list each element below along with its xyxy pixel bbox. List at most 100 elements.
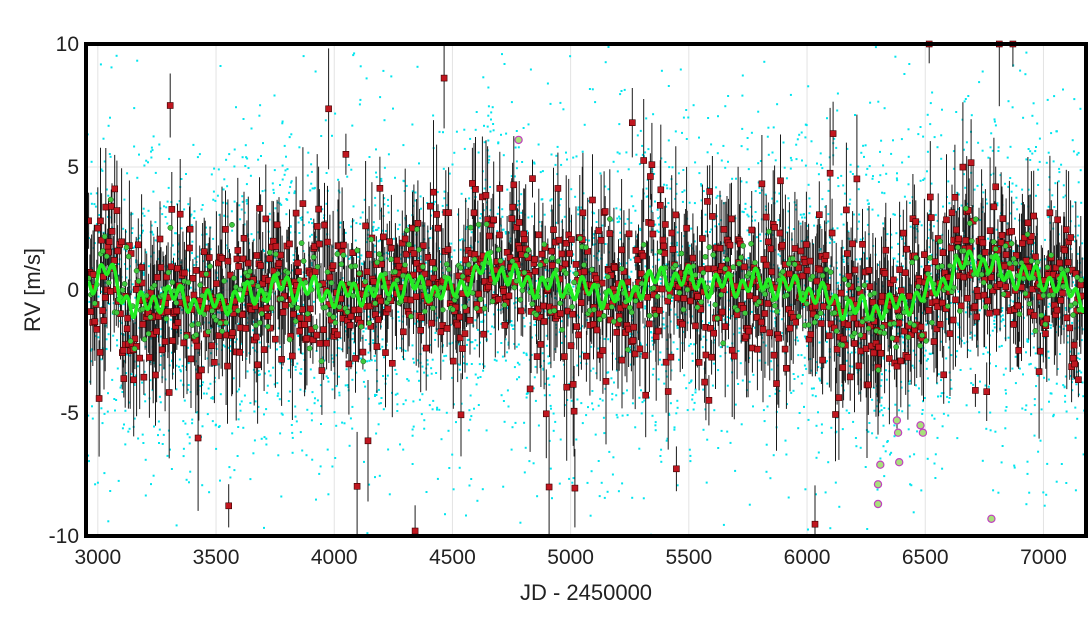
raw-point	[461, 193, 463, 195]
raw-point	[682, 169, 684, 171]
raw-point	[1001, 307, 1003, 309]
raw-point	[1029, 150, 1031, 152]
raw-point	[147, 161, 149, 163]
raw-point	[308, 221, 310, 223]
raw-point	[392, 108, 394, 110]
raw-point	[437, 478, 439, 480]
raw-point	[277, 395, 279, 397]
raw-point	[727, 95, 729, 97]
raw-point	[327, 377, 329, 379]
raw-point	[652, 113, 654, 115]
raw-point	[702, 389, 704, 391]
raw-point	[500, 134, 502, 136]
raw-point	[233, 469, 235, 471]
raw-point	[429, 404, 431, 406]
raw-point	[259, 341, 261, 343]
raw-point	[515, 422, 517, 424]
raw-point	[804, 365, 806, 367]
raw-point	[375, 148, 377, 150]
raw-point	[970, 368, 972, 370]
raw-point	[1076, 154, 1078, 156]
raw-point	[320, 465, 322, 467]
raw-point	[1048, 206, 1050, 208]
raw-point	[1056, 481, 1058, 483]
raw-point	[503, 400, 505, 402]
raw-point	[1063, 196, 1065, 198]
raw-point	[387, 375, 389, 377]
raw-point	[790, 392, 792, 394]
raw-point	[294, 406, 296, 408]
raw-point	[593, 212, 595, 214]
raw-point	[383, 408, 385, 410]
raw-point	[402, 449, 404, 451]
raw-point	[689, 455, 691, 457]
raw-point	[690, 228, 692, 230]
raw-point	[1047, 351, 1049, 353]
raw-point	[804, 217, 806, 219]
raw-point	[1040, 440, 1042, 442]
raw-point	[982, 191, 984, 193]
raw-point	[866, 168, 868, 170]
raw-point	[215, 448, 217, 450]
raw-point	[890, 153, 892, 155]
raw-point	[444, 513, 446, 515]
raw-point	[627, 218, 629, 220]
raw-point	[103, 138, 105, 140]
raw-point	[943, 413, 945, 415]
raw-point	[310, 218, 312, 220]
raw-point	[124, 443, 126, 445]
raw-point	[788, 497, 790, 499]
raw-point	[241, 400, 243, 402]
raw-point	[573, 477, 575, 479]
raw-point	[1064, 395, 1066, 397]
raw-point	[645, 117, 647, 119]
raw-point	[799, 412, 801, 414]
raw-point	[451, 256, 453, 258]
raw-point	[516, 160, 518, 162]
raw-point	[184, 423, 186, 425]
raw-point	[741, 145, 743, 147]
raw-point	[759, 234, 761, 236]
raw-point	[292, 437, 294, 439]
raw-point	[1005, 368, 1007, 370]
raw-point	[571, 400, 573, 402]
raw-point	[717, 115, 719, 117]
raw-point	[938, 373, 940, 375]
raw-point	[475, 374, 477, 376]
raw-point	[100, 63, 102, 65]
raw-point	[242, 156, 244, 158]
raw-point	[154, 221, 156, 223]
raw-point	[351, 406, 353, 408]
raw-point	[1073, 150, 1075, 152]
raw-point	[555, 164, 557, 166]
raw-point	[947, 415, 949, 417]
raw-point	[504, 63, 506, 65]
raw-point	[296, 420, 298, 422]
raw-point	[742, 75, 744, 77]
raw-point	[685, 387, 687, 389]
raw-point	[565, 152, 567, 154]
raw-point	[709, 281, 711, 283]
raw-point	[320, 423, 322, 425]
raw-point	[667, 202, 669, 204]
raw-point	[126, 268, 128, 270]
raw-point	[403, 403, 405, 405]
raw-point	[282, 121, 284, 123]
raw-point	[866, 258, 868, 260]
raw-point	[548, 384, 550, 386]
raw-point	[767, 136, 769, 138]
raw-point	[912, 365, 914, 367]
raw-point	[689, 460, 691, 462]
raw-point	[298, 348, 300, 350]
raw-point	[1048, 401, 1050, 403]
raw-point	[468, 429, 470, 431]
raw-point	[663, 184, 665, 186]
raw-point	[637, 134, 639, 136]
raw-point	[746, 181, 748, 183]
raw-point	[203, 393, 205, 395]
raw-point	[612, 456, 614, 458]
raw-point	[206, 244, 208, 246]
raw-point	[502, 356, 504, 358]
raw-point	[157, 434, 159, 436]
raw-point	[741, 95, 743, 97]
